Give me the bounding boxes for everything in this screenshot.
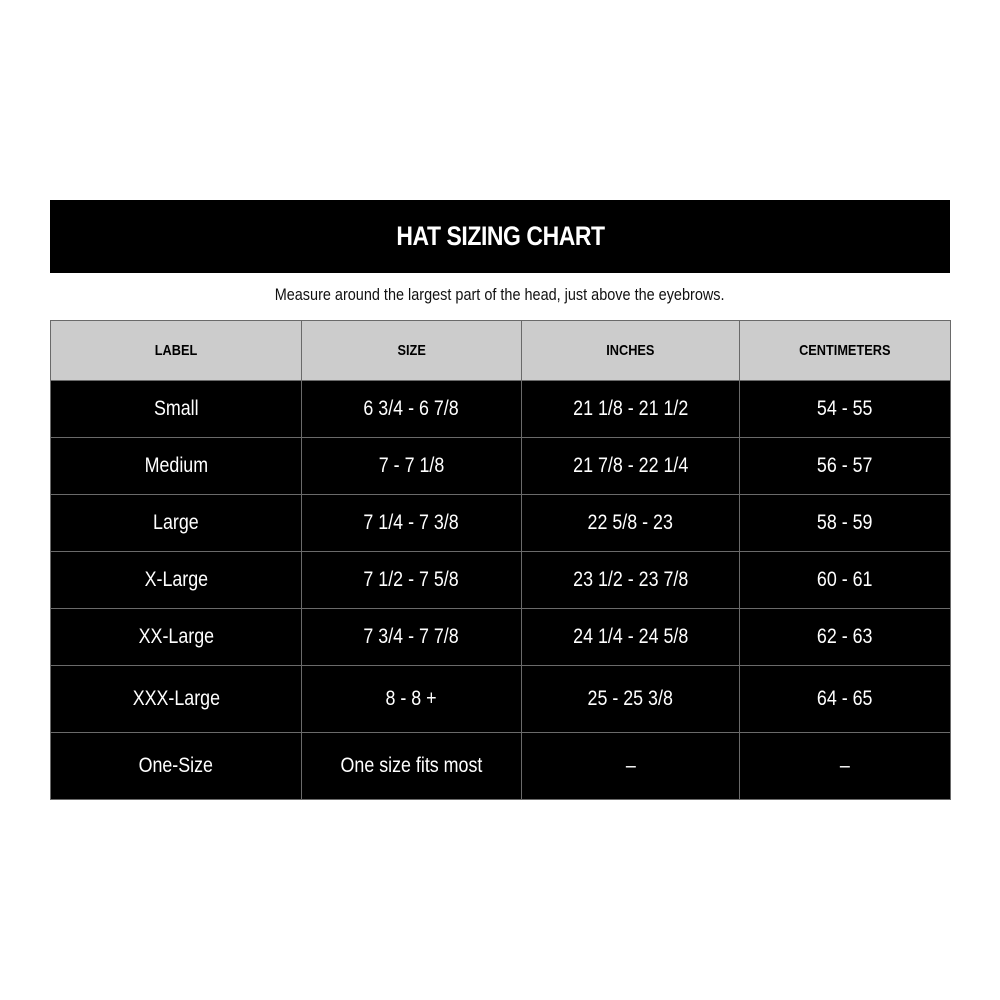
centimeters-cell: 62 - 63 [739,608,951,666]
label-cell: Small [50,380,302,438]
size-cell: 8 - 8 + [301,665,522,733]
header-size: SIZE [301,320,522,381]
label-cell: Medium [50,437,302,495]
table-row: One-Size One size fits most – – [50,732,951,800]
label-cell: XX-Large [50,608,302,666]
title-banner: HAT SIZING CHART [50,200,950,273]
centimeters-cell: 58 - 59 [739,494,951,552]
label-cell: Large [50,494,302,552]
table-row: XXX-Large 8 - 8 +25 - 25 3/8 64 - 65 [50,665,951,733]
size-cell: 7 1/2 - 7 5/8 [301,551,522,609]
centimeters-cell: 54 - 55 [739,380,951,438]
inches-cell: 22 5/8 - 23 [521,494,740,552]
label-cell: One-Size [50,732,302,800]
inches-cell: 23 1/2 - 23 7/8 [521,551,740,609]
size-cell: 7 3/4 - 7 7/8 [301,608,522,666]
size-cell: 7 1/4 - 7 3/8 [301,494,522,552]
header-row: LABEL SIZE INCHES CENTIMETERS [50,320,951,381]
header-centimeters: CENTIMETERS [739,320,951,381]
header-inches: INCHES [521,320,740,381]
centimeters-cell: – [739,732,951,800]
inches-cell: 21 1/8 - 21 1/2 [521,380,740,438]
table-row: Small 6 3/4 - 6 7/8 21 1/8 - 21 1/2 54 - 55 [50,380,951,438]
subtitle-text: Measure around the largest part of the h… [275,285,725,304]
label-cell: X-Large [50,551,302,609]
centimeters-cell: 56 - 57 [739,437,951,495]
table-row: Medium 7 - 7 1/8 21 7/8 - 22 1/4 56 - 57 [50,437,951,495]
inches-cell: 25 - 25 3/8 [521,665,740,733]
centimeters-cell: 60 - 61 [739,551,951,609]
inches-cell: 21 7/8 - 22 1/4 [521,437,740,495]
subtitle: Measure around the largest part of the h… [0,285,1000,305]
table-row: XX-Large 7 3/4 - 7 7/8 24 1/4 - 24 5/8 62 -… [50,608,951,666]
sizing-table: LABEL SIZE INCHES CENTIMETERS Small 6 3/4… [50,320,951,800]
size-cell: 7 - 7 1/8 [301,437,522,495]
table-row: Large 7 1/4 - 7 3/8 22 5/8 - 23 58 - 59 [50,494,951,552]
inches-cell: 24 1/4 - 24 5/8 [521,608,740,666]
size-cell: One size fits most [301,732,522,800]
size-cell: 6 3/4 - 6 7/8 [301,380,522,438]
page-title: HAT SIZING CHART [395,221,605,251]
table-row: X-Large 7 1/2 - 7 5/8 23 1/2 - 23 7/8 60 - … [50,551,951,609]
header-label: LABEL [50,320,302,381]
label-cell: XXX-Large [50,665,302,733]
inches-cell: – [521,732,740,800]
centimeters-cell: 64 - 65 [739,665,951,733]
